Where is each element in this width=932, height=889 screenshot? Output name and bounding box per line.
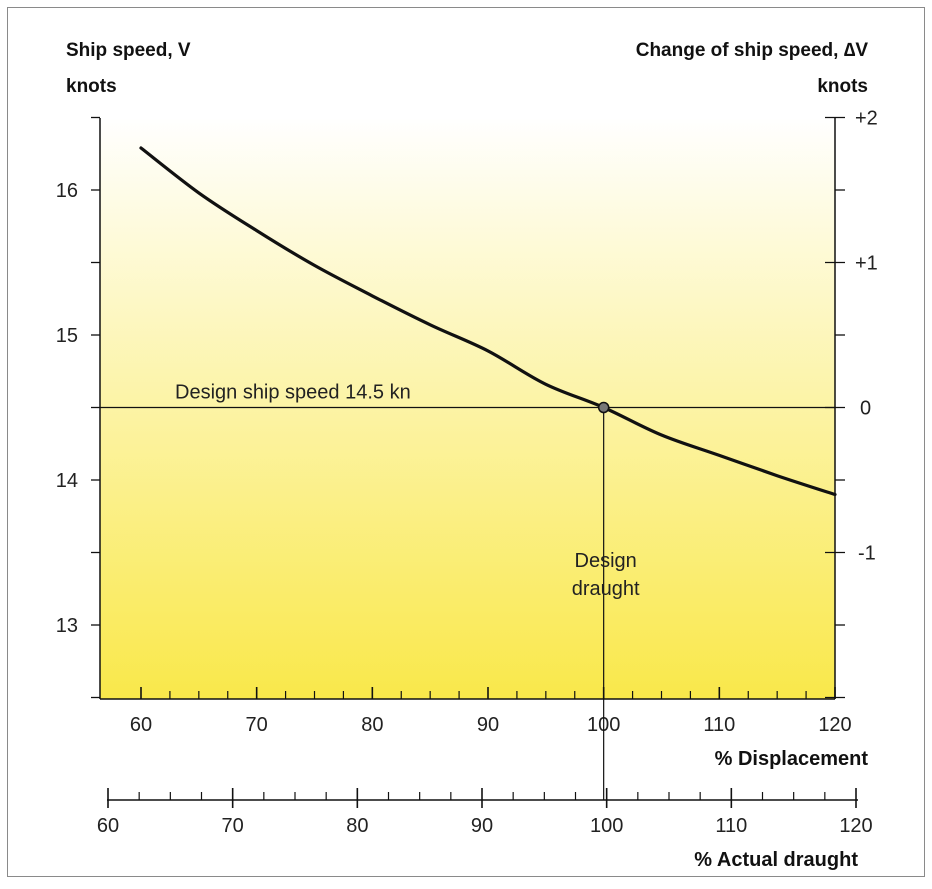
left-axis-title: Ship speed, V — [66, 40, 191, 61]
right-tick-label-minus1: -1 — [858, 543, 876, 565]
draught-tick-label-60: 60 — [97, 815, 119, 837]
displacement-tick-label-70: 70 — [246, 714, 268, 736]
draught-tick-label-80: 80 — [346, 815, 368, 837]
left-tick-label-14: 14 — [56, 470, 78, 492]
design-point-marker — [597, 401, 610, 414]
plot-background — [100, 118, 835, 699]
displacement-tick-label-110: 110 — [703, 714, 735, 736]
draught-tick-label-100: 100 — [590, 815, 623, 837]
left-tick-label-13: 13 — [56, 615, 78, 637]
right-tick-label-0: 0 — [860, 398, 871, 420]
displacement-tick-label-120: 120 — [818, 714, 851, 736]
outer-border — [7, 7, 925, 877]
draught-tick-label-110: 110 — [715, 815, 747, 837]
displacement-axis-label: % Displacement — [715, 748, 869, 770]
right-tick-label-plus2: +2 — [855, 108, 878, 130]
right-axis-title: Change of ship speed, ∆V — [636, 40, 869, 61]
left-tick-label-16: 16 — [56, 180, 78, 202]
right-axis-unit: knots — [817, 76, 868, 97]
draught-axis-label: % Actual draught — [694, 849, 858, 871]
displacement-tick-label-60: 60 — [130, 714, 152, 736]
draught-tick-label-90: 90 — [471, 815, 493, 837]
left-tick-label-15: 15 — [56, 325, 78, 347]
design-speed-label: Design ship speed 14.5 kn — [175, 382, 411, 404]
design-draught-label-line1: Design — [575, 550, 637, 572]
design-draught-label-line2: draught — [572, 578, 640, 600]
draught-tick-label-120: 120 — [839, 815, 872, 837]
right-tick-label-plus1: +1 — [855, 253, 878, 275]
displacement-tick-label-80: 80 — [361, 714, 383, 736]
draught-tick-label-70: 70 — [222, 815, 244, 837]
left-axis-unit: knots — [66, 76, 117, 97]
speed-curve-series-line — [139, 146, 837, 497]
displacement-tick-label-90: 90 — [477, 714, 499, 736]
